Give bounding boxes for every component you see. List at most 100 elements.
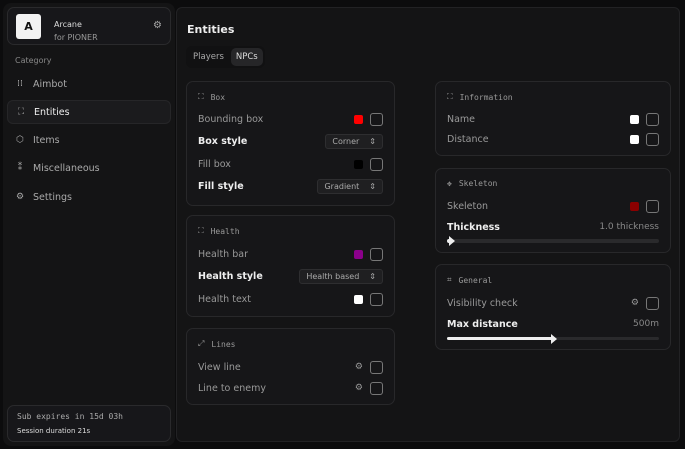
sidebar-item-settings[interactable]: ⚙ Settings	[7, 185, 171, 209]
gear-icon[interactable]: ⚙	[354, 362, 363, 372]
main-panel: Entities Players NPCs ⛶ Box Bounding box …	[176, 7, 680, 442]
chevrons-icon: ⇕	[369, 181, 376, 191]
bounding-box-checkbox[interactable]	[370, 112, 383, 126]
visibility-checkbox[interactable]	[646, 296, 659, 310]
chevrons-icon: ⇕	[369, 136, 376, 146]
entity-tabs: Players NPCs	[186, 46, 265, 68]
row-label: Max distance	[447, 318, 518, 330]
sidebar-item-label: Aimbot	[33, 78, 67, 90]
slider-handle[interactable]	[551, 334, 557, 344]
health-style-row: Health style Health based ⇕	[198, 268, 383, 284]
health-icon: ⛶	[198, 226, 204, 235]
line-to-enemy-row: Line to enemy ⚙	[198, 380, 383, 396]
card-title: General	[458, 275, 493, 285]
health-bar-checkbox[interactable]	[370, 247, 383, 261]
sidebar-item-label: Items	[33, 134, 60, 146]
line-to-enemy-checkbox[interactable]	[370, 381, 383, 395]
name-checkbox[interactable]	[646, 112, 659, 126]
box-style-select[interactable]: Corner ⇕	[325, 133, 383, 149]
skeleton-row: Skeleton	[447, 198, 659, 214]
sidebar: A Arcane for PIONER ⚙ Category ⁞⁞ Aimbot …	[3, 3, 175, 446]
select-value: Gradient	[324, 181, 360, 191]
name-row: Name	[447, 111, 659, 127]
row-label: Visibility check	[447, 297, 518, 309]
bounding-box-row: Bounding box	[198, 111, 383, 127]
tab-npcs[interactable]: NPCs	[230, 48, 263, 66]
brand-card: A Arcane for PIONER ⚙	[7, 7, 171, 45]
sidebar-item-entities[interactable]: ⛶ Entities	[7, 100, 171, 124]
row-label: Thickness	[447, 221, 500, 233]
box-style-row: Box style Corner ⇕	[198, 133, 383, 149]
scan-face-icon: ⛶	[447, 92, 453, 101]
row-label: Health bar	[198, 248, 248, 260]
gear-icon[interactable]: ⚙	[630, 298, 639, 308]
fill-box-checkbox[interactable]	[370, 157, 383, 171]
lines-card: ⤢ Lines View line ⚙ Line to enemy ⚙	[186, 328, 395, 405]
color-swatch[interactable]	[630, 114, 639, 124]
page-title: Entities	[187, 23, 235, 36]
row-label: Box style	[198, 135, 248, 147]
slider-handle[interactable]	[449, 236, 456, 246]
information-card: ⛶ Information Name Distance	[435, 81, 671, 156]
category-label: Category	[15, 56, 52, 65]
color-swatch[interactable]	[630, 201, 639, 211]
box-card: ⛶ Box Bounding box Box style Corner ⇕ Fill …	[186, 81, 395, 206]
distance-row: Distance	[447, 131, 659, 147]
health-text-row: Health text	[198, 291, 383, 307]
thickness-value: 1.0 thickness	[599, 222, 659, 232]
gear-icon[interactable]: ⚙	[354, 383, 363, 393]
fill-box-row: Fill box	[198, 156, 383, 172]
health-style-select[interactable]: Health based ⇕	[299, 268, 383, 284]
grid-icon: ⁑	[17, 163, 23, 173]
gear-icon: ⚙	[15, 192, 25, 202]
health-text-checkbox[interactable]	[370, 292, 383, 306]
sidebar-item-aimbot[interactable]: ⁞⁞ Aimbot	[7, 72, 171, 96]
sidebar-item-label: Miscellaneous	[33, 162, 100, 174]
color-swatch[interactable]	[354, 294, 363, 304]
color-swatch[interactable]	[354, 114, 363, 124]
fill-style-select[interactable]: Gradient ⇕	[317, 178, 383, 194]
row-label: Name	[447, 113, 476, 125]
row-label: Fill box	[198, 158, 231, 170]
brand-subtitle: for PIONER	[54, 33, 98, 42]
sidebar-item-items[interactable]: ⬡ Items	[7, 128, 171, 152]
color-swatch[interactable]	[354, 249, 363, 259]
tab-players[interactable]: Players	[193, 52, 224, 62]
max-distance-slider[interactable]	[447, 334, 659, 344]
select-value: Corner	[332, 136, 360, 146]
row-label: Skeleton	[447, 200, 489, 212]
fill-style-row: Fill style Gradient ⇕	[198, 178, 383, 194]
row-label: Distance	[447, 133, 489, 145]
skeleton-checkbox[interactable]	[646, 199, 659, 213]
bone-icon: ✥	[447, 179, 452, 188]
max-distance-value: 500m	[633, 319, 659, 329]
thickness-slider[interactable]	[447, 236, 659, 246]
view-line-checkbox[interactable]	[370, 360, 383, 374]
chip-icon: ⌗	[447, 275, 452, 284]
card-title: Information	[459, 92, 513, 102]
max-distance-row: Max distance 500m	[447, 316, 659, 332]
chevrons-icon: ⇕	[369, 271, 376, 281]
distance-checkbox[interactable]	[646, 132, 659, 146]
row-label: Fill style	[198, 180, 244, 192]
session-duration: Session duration 21s	[17, 427, 91, 435]
sidebar-item-miscellaneous[interactable]: ⁑ Miscellaneous	[7, 156, 171, 180]
sidebar-item-label: Entities	[34, 106, 70, 118]
subscription-expiry: Sub expires in 15d 03h	[17, 412, 123, 421]
subscription-card: Sub expires in 15d 03h Session duration …	[7, 405, 171, 442]
color-swatch[interactable]	[630, 134, 639, 144]
skeleton-card: ✥ Skeleton Skeleton Thickness 1.0 thicknes…	[435, 168, 671, 253]
box-icon: ⛶	[198, 92, 204, 101]
health-card: ⛶ Health Health bar Health style Health ba…	[186, 215, 395, 317]
crosshair-icon: ⁞⁞	[17, 79, 23, 89]
color-swatch[interactable]	[354, 159, 363, 169]
settings-icon[interactable]: ⚙	[153, 20, 162, 31]
row-label: Health text	[198, 293, 251, 305]
thickness-row: Thickness 1.0 thickness	[447, 219, 659, 235]
brand-name: Arcane	[54, 20, 82, 29]
health-bar-row: Health bar	[198, 246, 383, 262]
row-label: View line	[198, 361, 241, 373]
scan-face-icon: ⛶	[17, 107, 25, 117]
row-label: Health style	[198, 270, 263, 282]
row-label: Line to enemy	[198, 382, 266, 394]
